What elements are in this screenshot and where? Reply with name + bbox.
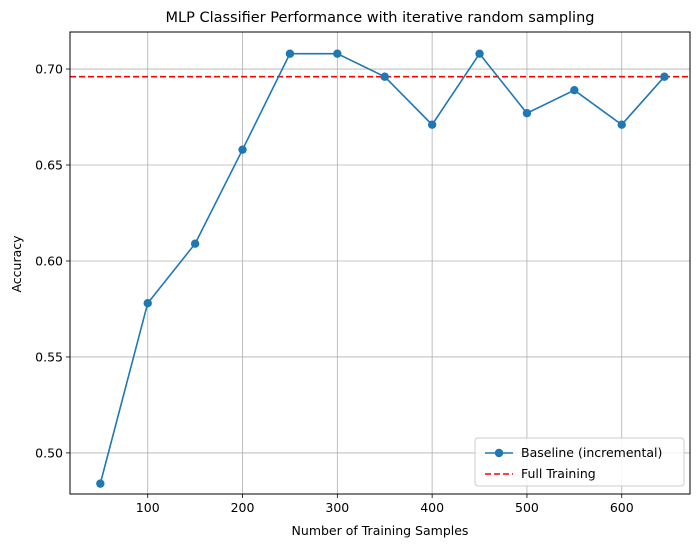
- legend-marker-baseline: [494, 448, 504, 458]
- data-point: [238, 145, 247, 154]
- y-axis: 0.50 0.55 0.60 0.65 0.70: [35, 62, 70, 460]
- data-point: [96, 479, 105, 488]
- y-tick-label: 0.55: [35, 349, 63, 364]
- data-point: [427, 120, 437, 129]
- y-axis-label: Accuracy: [9, 235, 24, 293]
- data-point: [522, 108, 532, 118]
- gridlines: [70, 32, 690, 494]
- data-point: [143, 299, 152, 308]
- data-point: [617, 120, 626, 129]
- data-point: [190, 239, 200, 248]
- x-axis-label: Number of Training Samples: [292, 523, 469, 538]
- x-tick-label: 100: [136, 500, 160, 515]
- legend-label-baseline: Baseline (incremental): [521, 445, 662, 460]
- x-tick-label: 600: [610, 500, 634, 515]
- data-point: [380, 72, 389, 81]
- y-tick-label: 0.70: [35, 62, 63, 77]
- x-axis: 100 200 300 400 500 600: [136, 494, 634, 515]
- data-points: [96, 49, 669, 488]
- data-point: [660, 72, 669, 81]
- data-point: [333, 49, 342, 58]
- legend: Baseline (incremental) Full Training: [474, 437, 685, 487]
- x-tick-label: 500: [515, 500, 539, 515]
- data-point: [285, 49, 295, 58]
- chart-title: MLP Classifier Performance with iterativ…: [166, 10, 595, 26]
- x-tick-label: 200: [231, 500, 255, 515]
- data-point: [475, 49, 484, 58]
- x-tick-label: 300: [325, 500, 349, 515]
- y-tick-label: 0.60: [35, 253, 63, 268]
- legend-box: [474, 437, 685, 487]
- x-tick-label: 400: [420, 500, 444, 515]
- legend-label-full-training: Full Training: [521, 466, 596, 481]
- y-tick-label: 0.65: [35, 158, 63, 173]
- y-tick-label: 0.50: [35, 445, 63, 460]
- data-point: [570, 85, 579, 95]
- plot-frame: [69, 31, 691, 495]
